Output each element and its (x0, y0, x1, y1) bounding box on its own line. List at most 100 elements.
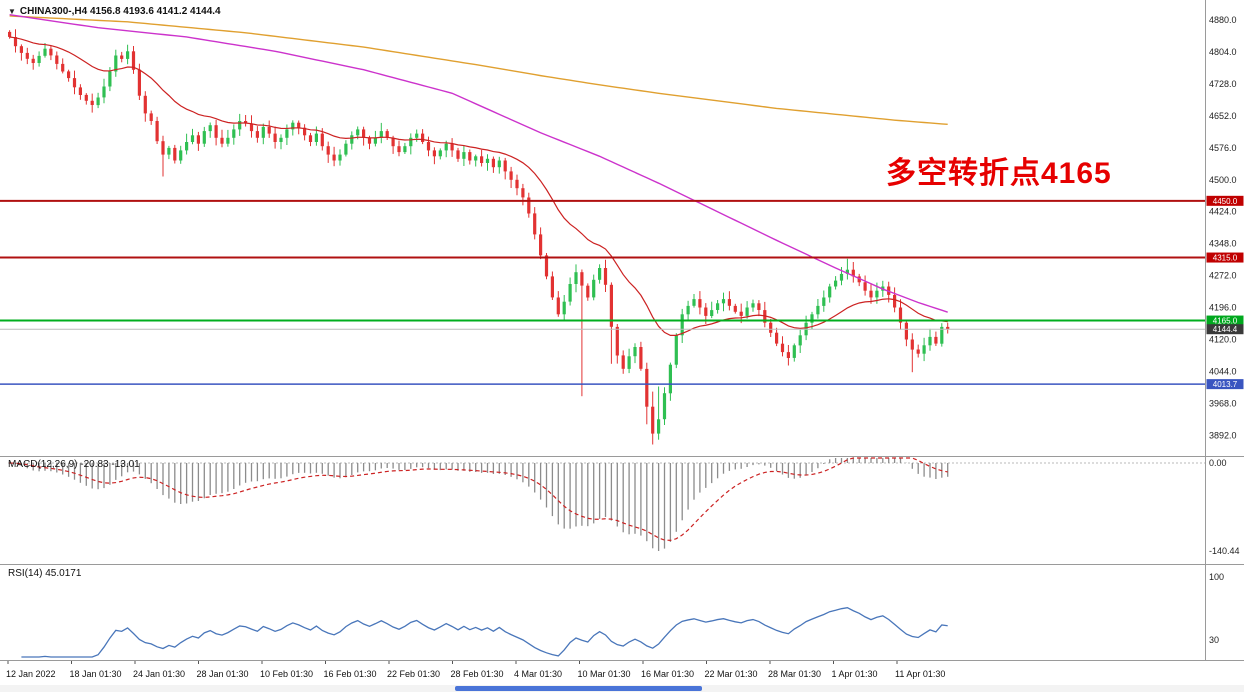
candle-body (338, 154, 342, 161)
candle-body (220, 137, 224, 144)
candle-body (751, 303, 755, 308)
candle-body (651, 406, 655, 434)
candle-body (456, 150, 460, 159)
candle-body (285, 129, 289, 138)
candle-body (928, 336, 932, 346)
price-badge-label: 4165.0 (1213, 317, 1238, 326)
candle-body (108, 71, 112, 87)
price-badge-label: 4450.0 (1213, 197, 1238, 206)
candle-body (31, 58, 35, 63)
ma-mid-line (9, 14, 948, 313)
time-label: 28 Mar 01:30 (768, 669, 821, 679)
candle-body (657, 419, 661, 434)
candle-body (556, 297, 560, 315)
candle-body (710, 310, 714, 316)
candle-body (314, 133, 318, 142)
price-tick-label: 4196.0 (1209, 303, 1237, 313)
candle-body (497, 160, 501, 168)
candle-body (143, 95, 147, 114)
candle-body (845, 269, 849, 274)
candle-body (385, 131, 389, 138)
macd-signal-line (9, 457, 948, 542)
candle-body (910, 339, 914, 350)
candle-body (415, 133, 419, 138)
candle-body (633, 347, 637, 357)
candle-body (326, 146, 330, 155)
candle-body (480, 156, 484, 163)
candle-body (586, 285, 590, 298)
ma-fast-line (9, 36, 948, 336)
rsi-axis-label: 100 (1209, 572, 1224, 582)
price-tick-label: 4804.0 (1209, 47, 1237, 57)
symbol-dropdown-icon[interactable]: ▼ (8, 7, 16, 16)
candle-body (533, 213, 537, 235)
candle-body (273, 133, 277, 142)
horizontal-scrollbar[interactable] (0, 685, 1244, 692)
candle-body (238, 121, 242, 130)
rsi-axis-label: 30 (1209, 635, 1219, 645)
candle-body (798, 335, 802, 346)
symbol-ohlc-text: CHINA300-,H4 4156.8 4193.6 4141.2 4144.4 (19, 6, 221, 17)
candle-body (474, 156, 478, 161)
candle-body (432, 150, 436, 157)
symbol-legend: ▼ CHINA300-,H4 4156.8 4193.6 4141.2 4144… (8, 6, 221, 17)
price-tick-label: 4500.0 (1209, 175, 1237, 185)
candle-body (491, 158, 495, 168)
time-label: 28 Jan 01:30 (197, 669, 249, 679)
candle-body (568, 284, 572, 302)
candle-body (362, 129, 366, 138)
candle-body (208, 125, 212, 132)
candle-body (704, 307, 708, 316)
price-badge (1206, 315, 1244, 326)
rsi-line (21, 607, 948, 658)
candle-body (757, 303, 761, 310)
candle-body (686, 305, 690, 315)
candle-body (598, 268, 602, 280)
candle-body (226, 137, 230, 144)
candle-body (515, 179, 519, 189)
candle-body (721, 299, 726, 304)
candle-body (84, 94, 88, 101)
horizontal-scrollbar-thumb[interactable] (455, 686, 702, 691)
candle-body (8, 31, 12, 37)
macd-axis-label: 0.00 (1209, 458, 1227, 468)
candle-body (61, 63, 65, 72)
candle-body (255, 131, 259, 138)
candle-body (72, 78, 77, 88)
candle-body (202, 131, 206, 144)
candle-body (680, 314, 684, 336)
time-label: 28 Feb 01:30 (451, 669, 504, 679)
candle-body (426, 142, 431, 151)
price-tick-label: 3892.0 (1209, 430, 1237, 440)
macd-panel: 0.00 -140.44 (8, 457, 1240, 556)
candle-body (397, 146, 401, 153)
candle-body (96, 97, 100, 106)
candle-body (780, 343, 785, 353)
candle-body (249, 123, 254, 132)
candle-body (922, 345, 926, 354)
price-badge (1206, 195, 1244, 206)
candle-body (444, 143, 448, 151)
candle-body (102, 86, 106, 98)
time-label: 4 Mar 01:30 (514, 669, 562, 679)
candle-body (639, 347, 643, 369)
candle-body (769, 322, 773, 333)
candle-body (544, 255, 549, 277)
candle-body (149, 113, 153, 121)
candle-body (173, 147, 177, 161)
candle-body (291, 122, 295, 130)
candle-body (904, 322, 908, 340)
candle-body (468, 152, 472, 161)
hlines-layer (0, 199, 1205, 385)
candle-body (190, 135, 195, 142)
candle-body (692, 299, 696, 306)
candle-body (409, 137, 413, 147)
candle-body (161, 141, 165, 155)
candle-body (78, 87, 82, 95)
annotation-text: 多空转折点4165 (886, 157, 1112, 190)
candle-body (893, 294, 897, 308)
candle-body (775, 332, 779, 344)
time-label: 1 Apr 01:30 (832, 669, 878, 679)
